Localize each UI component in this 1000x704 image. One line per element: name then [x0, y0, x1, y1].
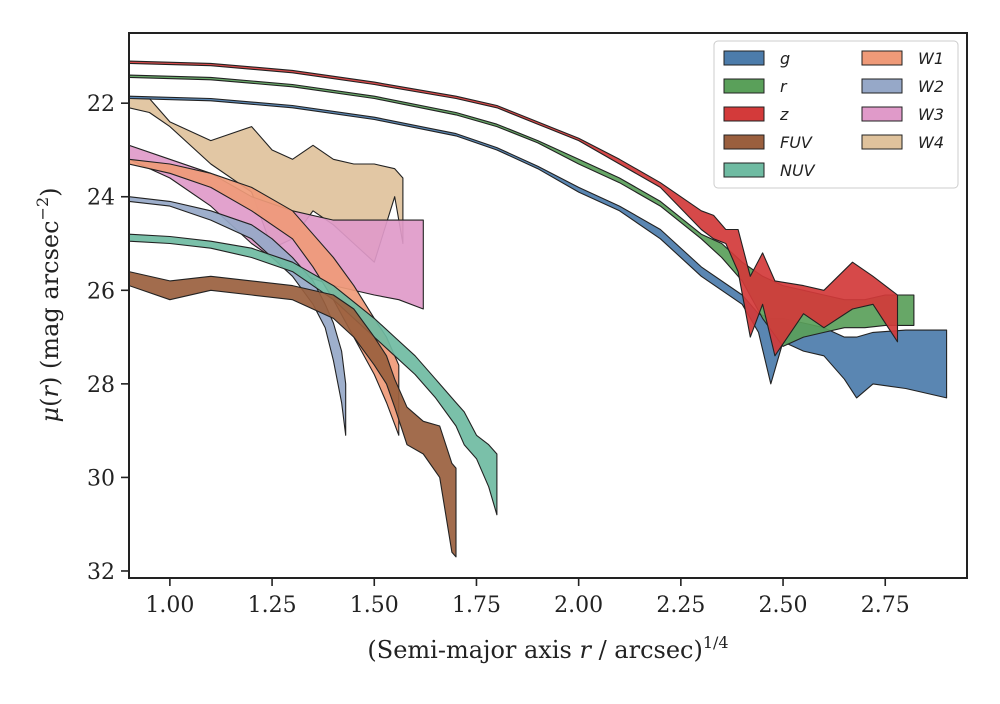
- x-tick-label: 2.00: [554, 593, 603, 618]
- series-layer: [129, 60, 948, 558]
- y-axis: 22 24 26 28 30 32: [87, 92, 129, 585]
- legend-swatch-fuv: [723, 134, 765, 150]
- legend-box: [713, 40, 959, 189]
- x-tick-label: 2.50: [759, 593, 808, 618]
- y-tick-label: 30: [87, 466, 115, 491]
- y-tick-label: 28: [87, 373, 115, 398]
- legend-swatch-nuv: [723, 162, 765, 178]
- legend-swatch-w2: [861, 78, 903, 94]
- y-tick-label: 26: [87, 279, 115, 304]
- legend: grz FUV NUV W1 W2 W3 W4: [713, 40, 959, 189]
- y-tick-label: 24: [87, 186, 115, 211]
- legend-swatch-z: [723, 106, 765, 122]
- legend-label-z: z: [779, 105, 789, 124]
- x-tick-label: 2.25: [656, 593, 705, 618]
- y-tick-label: 32: [87, 560, 115, 585]
- legend-label-w4: W4: [918, 133, 944, 152]
- series-band-w2: [129, 196, 347, 436]
- legend-swatch-w3: [861, 106, 903, 122]
- x-axis-title: (Semi-major axis r / arcsec)1/4: [367, 633, 728, 664]
- x-tick-label: 1.25: [248, 593, 297, 618]
- x-tick-label: 2.75: [861, 593, 910, 618]
- x-tick-label: 1.50: [350, 593, 399, 618]
- legend-label-fuv: FUV: [780, 133, 813, 152]
- legend-swatch-w1: [861, 50, 903, 66]
- x-axis: 1.00 1.25 1.50 1.75 2.00 2.25 2.50 2.75: [145, 578, 910, 618]
- series-band-z: [129, 60, 899, 357]
- y-axis-title: μ(r) (mag arcsec−2): [33, 187, 64, 422]
- legend-label-w1: W1: [918, 49, 944, 68]
- legend-label-nuv: NUV: [780, 161, 816, 180]
- x-tick-label: 1.00: [145, 593, 194, 618]
- plot-frame: [128, 32, 968, 579]
- legend-swatch-r: [723, 78, 765, 94]
- legend-swatch-g: [723, 50, 765, 66]
- series-band-g: [129, 95, 948, 399]
- legend-label-r: r: [780, 77, 788, 96]
- legend-label-g: g: [780, 49, 790, 68]
- series-band-fuv: [129, 271, 457, 558]
- legend-label-w3: W3: [918, 105, 944, 124]
- legend-label-w2: W2: [918, 77, 944, 96]
- y-tick-label: 22: [87, 92, 115, 117]
- x-tick-label: 1.75: [452, 593, 501, 618]
- series-band-nuv: [129, 233, 498, 516]
- legend-swatch-w4: [861, 134, 903, 150]
